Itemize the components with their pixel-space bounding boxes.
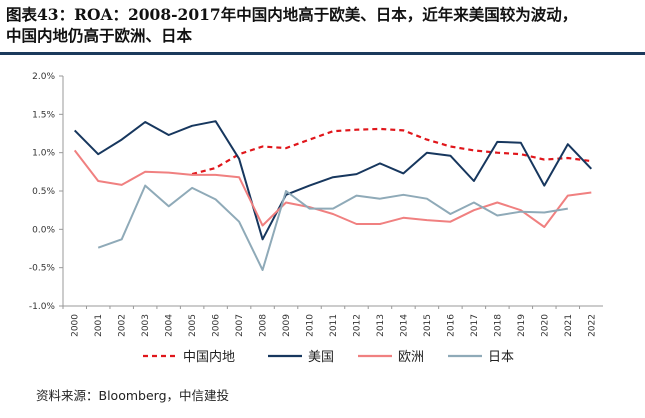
x-tick-label: 2012 bbox=[352, 314, 362, 337]
x-tick-label: 2013 bbox=[376, 314, 386, 337]
y-tick-label: 1.5% bbox=[32, 110, 55, 120]
x-tick-label: 2014 bbox=[399, 314, 409, 337]
x-tick-label: 2021 bbox=[564, 314, 574, 337]
x-tick-label: 2011 bbox=[329, 314, 339, 337]
x-tick-label: 2016 bbox=[446, 314, 456, 337]
series-line-3 bbox=[97, 184, 568, 271]
y-tick-label: -1.0% bbox=[29, 302, 56, 312]
x-tick-label: 2008 bbox=[259, 314, 269, 337]
x-tick-label: 2017 bbox=[470, 314, 480, 337]
x-tick-label: 2004 bbox=[165, 314, 175, 337]
series-line-0 bbox=[191, 127, 592, 176]
series-line-2 bbox=[73, 149, 592, 228]
roa-line-chart: -1.0% -0.5% 0.0% 0.5% 1.0% 1.5% 2.0% 2000 2001 20… bbox=[29, 72, 603, 365]
legend-label-2: 欧洲 bbox=[398, 350, 424, 365]
source-note: 资料来源：Bloomberg，中信建投 bbox=[36, 388, 229, 403]
chart-title-line-1: 图表43：ROA：2008-2017年中国内地高于欧美、日本，近年来美国较为波动… bbox=[6, 5, 578, 24]
x-tick-label: 2001 bbox=[94, 314, 104, 337]
x-tick-label: 2000 bbox=[71, 314, 81, 337]
x-tick-label: 2018 bbox=[493, 314, 503, 337]
chart-title: 图表43：ROA：2008-2017年中国内地高于欧美、日本，近年来美国较为波动… bbox=[6, 4, 636, 46]
x-tick-label: 2015 bbox=[423, 314, 433, 337]
x-tick-label: 2009 bbox=[282, 314, 292, 337]
legend-label-1: 美国 bbox=[308, 350, 334, 365]
legend-label-3: 日本 bbox=[488, 350, 514, 365]
title-divider bbox=[0, 52, 645, 55]
x-tick-label: 2002 bbox=[118, 314, 128, 337]
x-tick-label: 2020 bbox=[540, 314, 550, 337]
y-tick-label: 0.5% bbox=[32, 187, 55, 197]
y-tick-label: 0.0% bbox=[32, 225, 55, 235]
legend-label-0: 中国内地 bbox=[183, 349, 235, 365]
chart-title-line-2: 中国内地仍高于欧洲、日本 bbox=[6, 26, 193, 45]
x-tick-label: 2010 bbox=[306, 314, 316, 337]
x-tick-label: 2003 bbox=[141, 314, 151, 337]
x-tick-label: 2019 bbox=[517, 314, 527, 337]
y-tick-label: -0.5% bbox=[29, 264, 56, 274]
x-tick-label: 2006 bbox=[212, 314, 222, 337]
y-tick-label: 2.0% bbox=[32, 72, 55, 82]
x-tick-label: 2007 bbox=[235, 314, 245, 337]
y-tick-label: 1.0% bbox=[32, 149, 55, 159]
x-tick-label: 2005 bbox=[188, 314, 198, 337]
series-line-1 bbox=[73, 120, 593, 241]
x-tick-label: 2022 bbox=[587, 314, 597, 337]
